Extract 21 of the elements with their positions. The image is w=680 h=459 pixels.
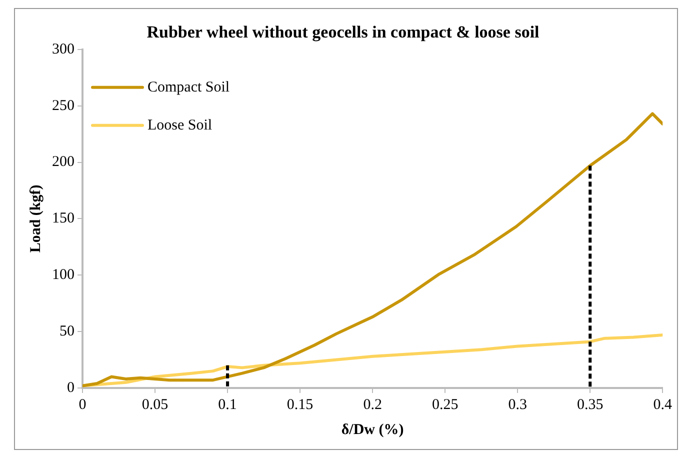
y-tick-label: 50 — [60, 324, 74, 340]
x-tick-label: 0.2 — [363, 396, 382, 413]
y-tick-label: 150 — [52, 210, 74, 227]
x-tick-label: 0.25 — [432, 396, 458, 413]
legend-label: Compact Soil — [148, 79, 230, 96]
x-tick-label: 0.3 — [508, 396, 527, 413]
y-tick-label: 300 — [52, 41, 74, 58]
y-tick-label: 250 — [52, 98, 74, 114]
x-tick-label: 0.1 — [218, 396, 237, 413]
y-tick-label: 0 — [67, 380, 74, 396]
x-tick-label: 0.35 — [576, 396, 604, 413]
y-tick-label: 100 — [52, 267, 74, 284]
legend-label: Loose Soil — [148, 117, 212, 134]
x-tick-label: 0.4 — [653, 396, 672, 413]
x-tick-label: 0.05 — [142, 396, 168, 413]
x-axis-title: δ/Dw (%) — [341, 422, 404, 438]
x-tick-label: 0.15 — [286, 396, 314, 413]
chart-title: Rubber wheel without geocells in compact & loose soil — [146, 22, 540, 42]
x-tick-label: 0 — [78, 396, 86, 413]
y-axis-title: Load (kgf) — [28, 184, 44, 253]
y-tick-label: 200 — [52, 154, 74, 170]
